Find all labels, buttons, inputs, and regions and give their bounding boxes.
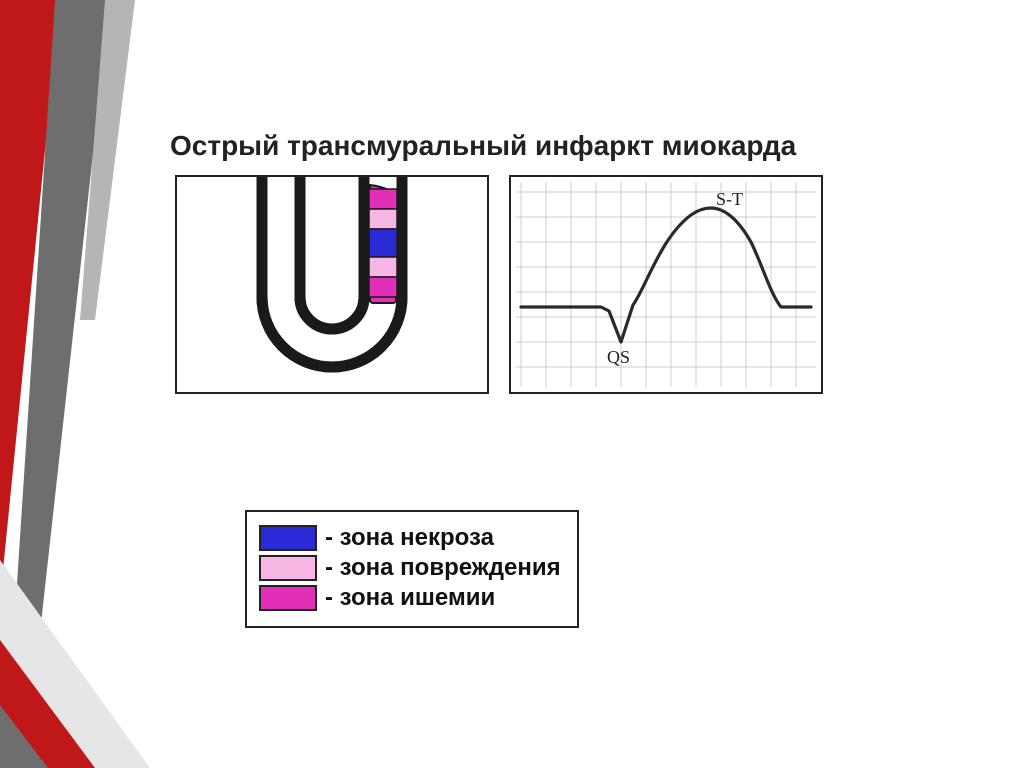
ecg-label-qs: QS [607,347,630,368]
panel-u-diagram [175,175,489,394]
legend-row: - зона повреждения [259,554,561,582]
panel-ecg: S-T QS [509,175,823,394]
slide-title: Острый трансмуральный инфаркт миокарда [170,130,984,162]
ecg-trace [521,208,811,342]
legend: - зона некроза - зона повреждения - зона… [245,510,579,628]
slide-content: Острый трансмуральный инфаркт миокарда [0,0,1024,768]
legend-row: - зона некроза [259,524,561,552]
ecg-label-st: S-T [716,189,743,210]
ecg-svg [511,177,821,392]
legend-swatch-necrosis [259,525,317,551]
legend-swatch-injury [259,555,317,581]
legend-row: - зона ишемии [259,584,561,612]
figure-row: S-T QS [175,175,823,394]
legend-label: - зона повреждения [325,554,561,582]
legend-label: - зона некроза [325,524,494,552]
legend-label: - зона ишемии [325,584,495,612]
legend-swatch-ischemia [259,585,317,611]
u-diagram-svg [177,177,487,392]
